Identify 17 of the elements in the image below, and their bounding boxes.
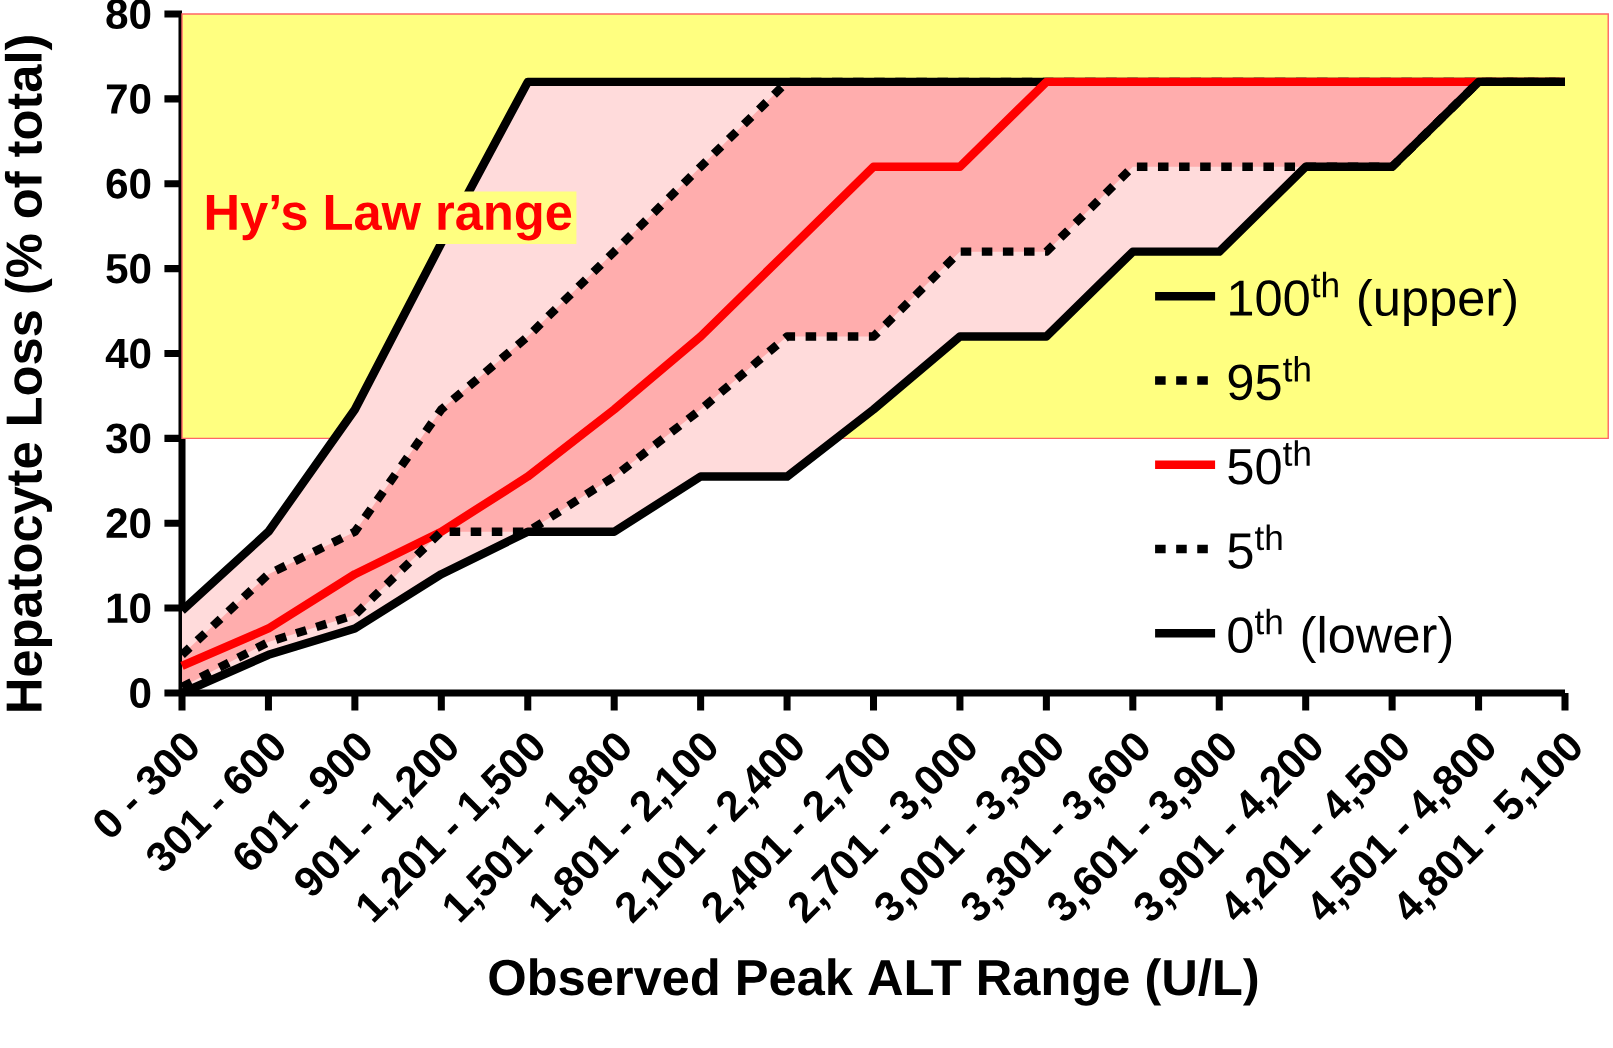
y-tick-label: 50 xyxy=(106,253,151,284)
y-tick-label: 70 xyxy=(106,83,151,114)
legend-label: 5$^{th}$ xyxy=(1228,524,1282,569)
legend-label: 0$^{th}$ (lower) xyxy=(1228,608,1452,664)
y-tick-label: 30 xyxy=(106,423,151,454)
y-tick-label: 60 xyxy=(106,168,151,199)
y-axis-title: Hepatocyte Loss (% of total) xyxy=(4,36,53,711)
y-tick-label: 20 xyxy=(106,508,151,539)
y-tick-label: 40 xyxy=(105,338,151,369)
legend-label: 95$^{th}$ xyxy=(1228,356,1310,401)
legend-label: 100$^{th}$ (upper) xyxy=(1230,271,1516,327)
y-tick-label: 10 xyxy=(107,593,151,624)
legend-label: 50$^{th}$ xyxy=(1228,440,1310,485)
y-tick-label: 0 xyxy=(130,678,151,708)
band-label: Hy’s Law range xyxy=(206,194,572,241)
x-axis-title: Observed Peak ALT Range (U/L) xyxy=(489,958,1258,1006)
y-tick-label: 80 xyxy=(106,0,151,29)
